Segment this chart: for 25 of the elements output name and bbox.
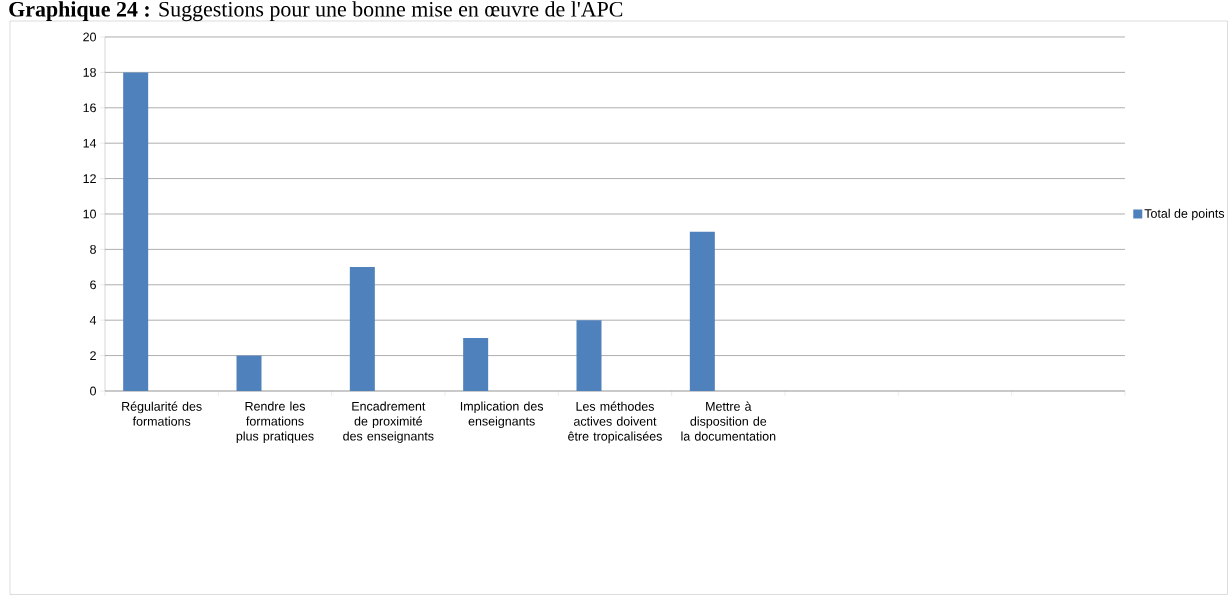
y-tick-label: 12 [83,174,96,183]
chart-title: Graphique 24 : Suggestions pour une bonne mise en œuvre de l'APC [9,1,623,22]
y-tick-label: 8 [90,244,96,254]
x-tick-label: Régularité des formations [122,401,202,426]
x-tick-label: Mettre à disposition de la documentation [681,401,776,441]
y-tick-label: 16 [83,103,96,113]
bar [236,355,262,391]
y-tick-label: 14 [83,138,97,148]
y-tick-label: 18 [83,67,96,77]
x-tick-label: Encadrement de proximité des enseignants [343,401,434,443]
x-tick-label: Les méthodes actives doivent être tropicalisées [568,401,662,444]
x-tick-label: Implication des enseignants [460,401,544,429]
legend-label: Total de points [1144,208,1225,221]
bar [576,320,602,391]
bar [689,231,715,391]
y-tick-label: 0 [90,386,96,396]
y-tick-label: 2 [90,351,96,360]
y-tick-label: 20 [83,32,96,42]
y-tick-label: 10 [83,209,96,219]
x-tick-label: Rendre les formations plus pratiques [236,401,314,443]
bar [463,337,489,391]
bar [349,267,375,391]
y-tick-label: 4 [89,315,97,325]
bar [123,72,149,391]
y-tick-label: 6 [90,280,96,290]
